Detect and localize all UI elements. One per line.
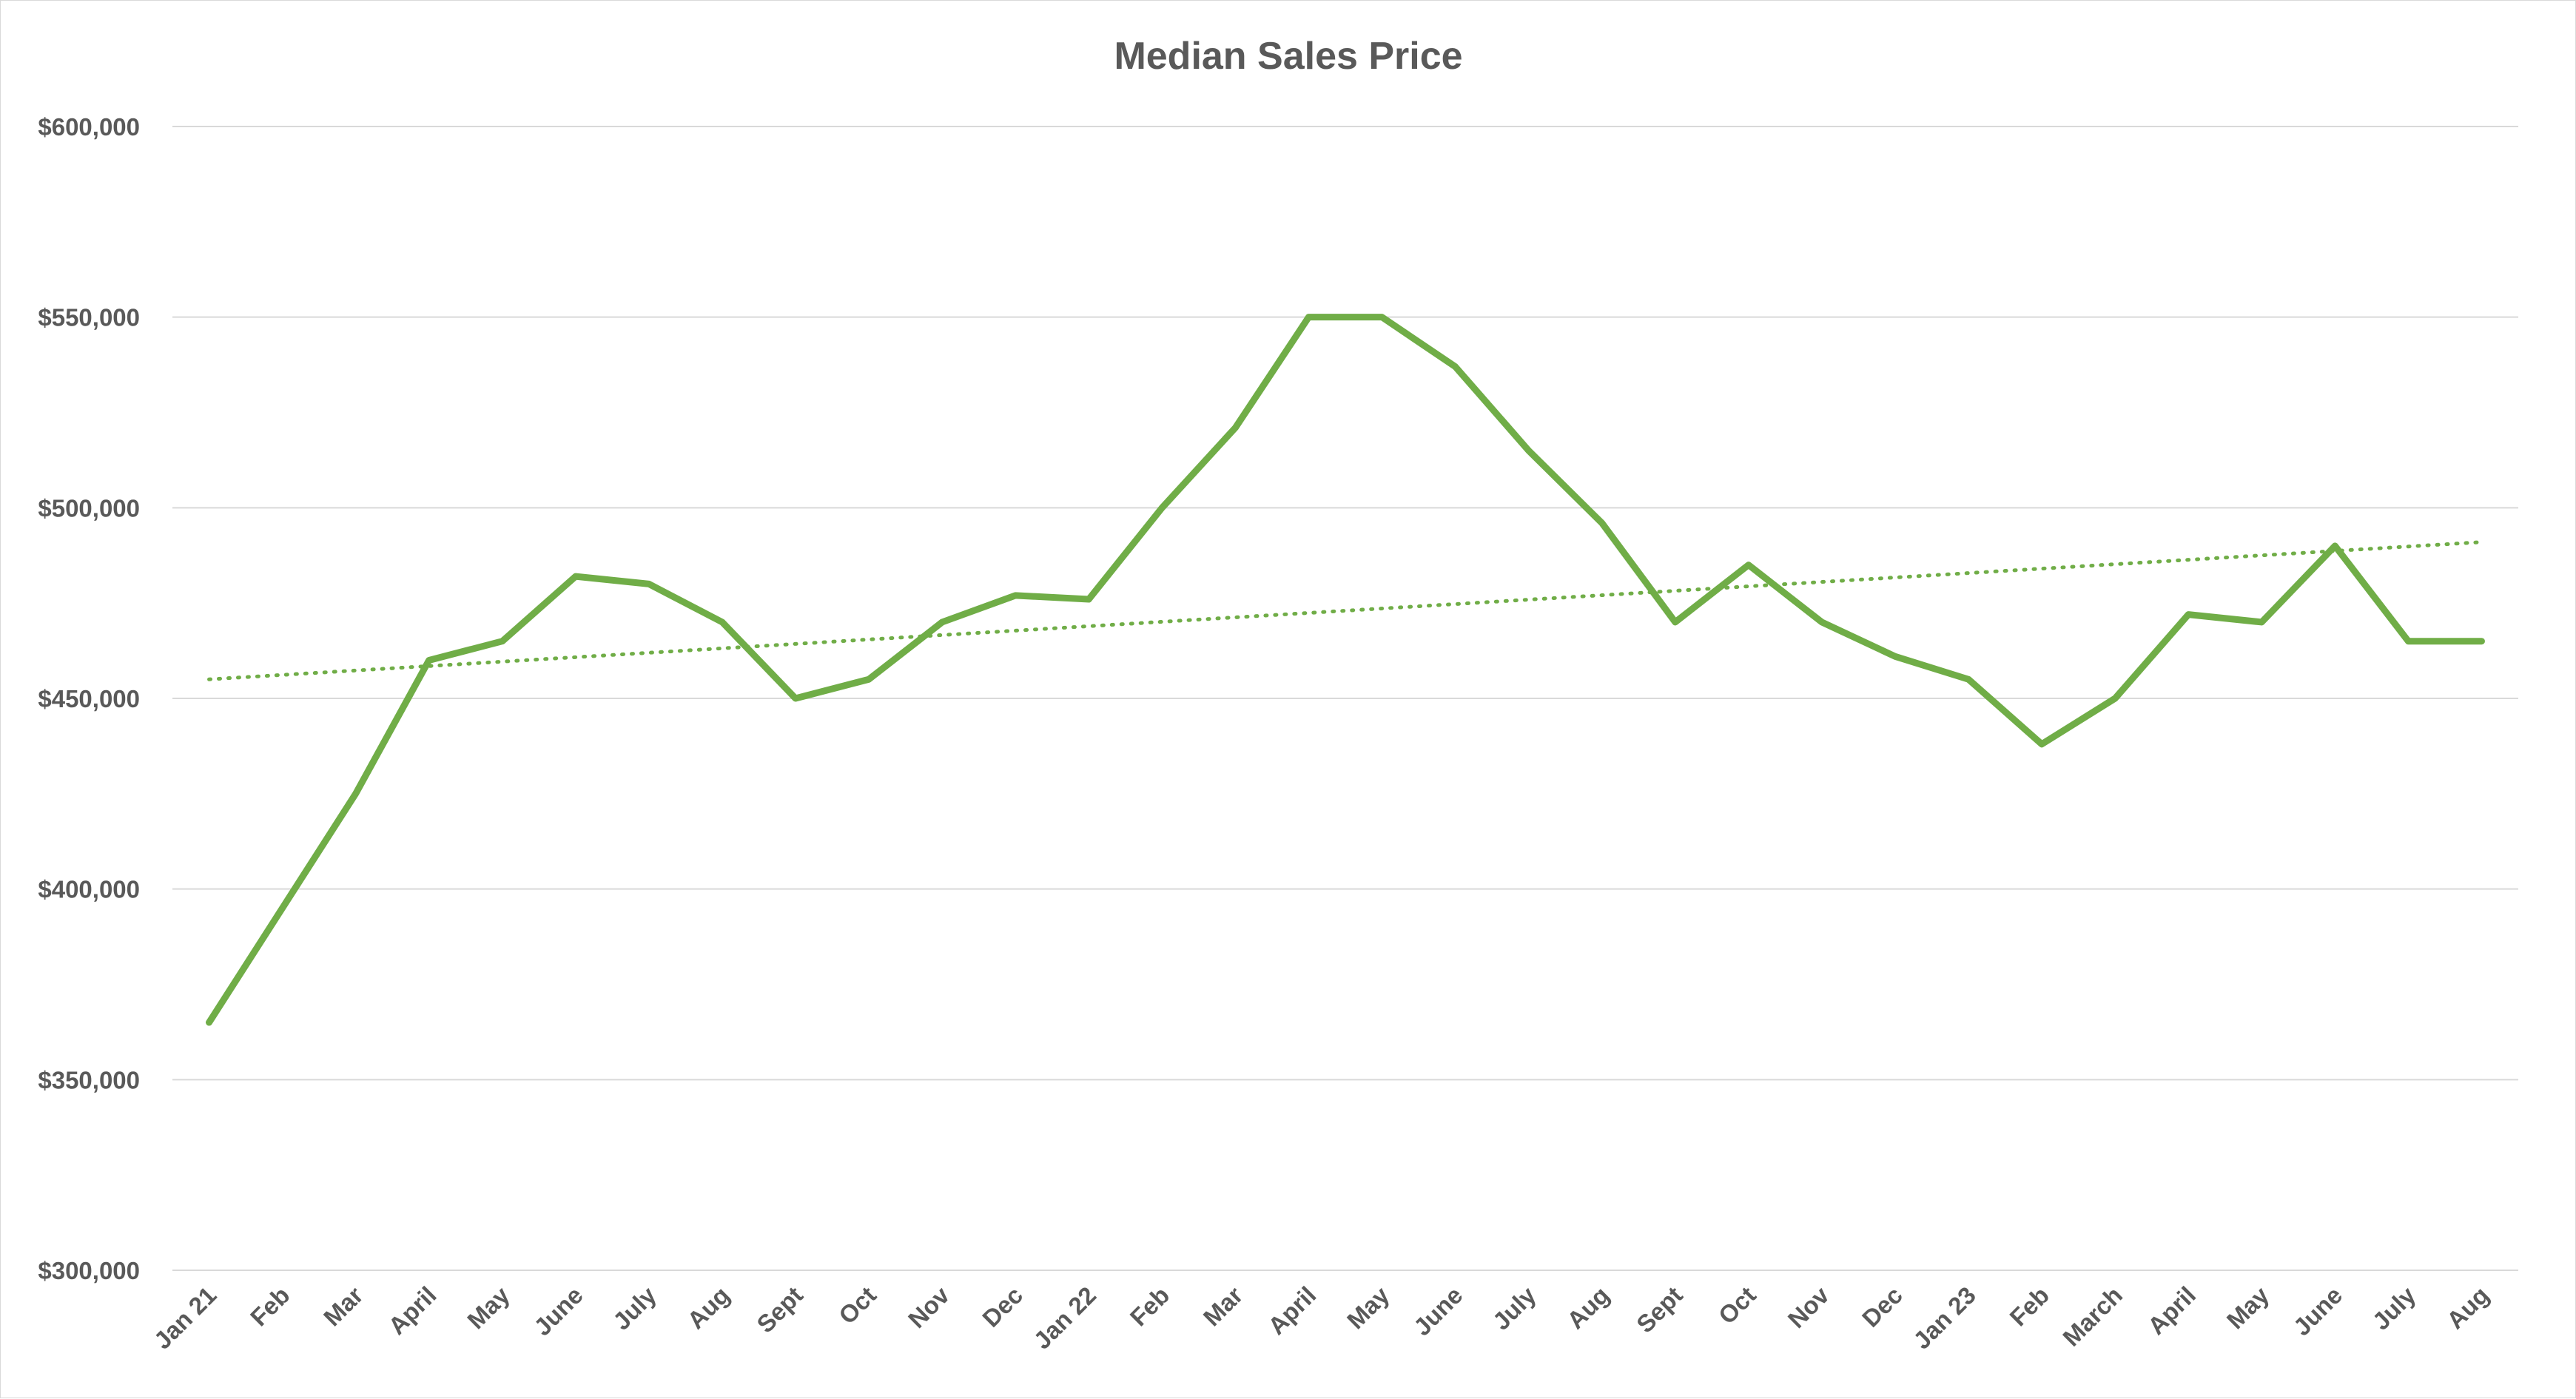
y-tick-label: $400,000 — [38, 876, 140, 903]
x-tick-label: Jan 22 — [1028, 1281, 1101, 1355]
y-tick-label: $450,000 — [38, 685, 140, 712]
x-tick-label: June — [2288, 1281, 2348, 1341]
x-tick-label: Aug — [2441, 1281, 2495, 1335]
x-tick-label: June — [1408, 1281, 1468, 1341]
x-tick-label: May — [2222, 1281, 2275, 1334]
trendline — [207, 540, 2483, 681]
gridlines — [172, 126, 2518, 1271]
x-tick-label: March — [2057, 1281, 2128, 1352]
x-tick-label: April — [2142, 1281, 2201, 1340]
x-tick-label: Feb — [2004, 1281, 2054, 1332]
chart-title: Median Sales Price — [1114, 35, 1462, 78]
x-tick-label: June — [528, 1281, 588, 1341]
y-axis-tick-labels: $300,000 $350,000 $400,000 $450,000 $500,000… — [38, 113, 140, 1284]
x-tick-label: Sept — [751, 1281, 808, 1338]
x-tick-label: Dec — [977, 1281, 1028, 1332]
x-tick-label: Oct — [833, 1281, 881, 1329]
x-tick-label: May — [1342, 1281, 1395, 1334]
x-tick-label: April — [383, 1281, 441, 1340]
y-tick-label: $550,000 — [38, 304, 140, 331]
x-tick-label: Sept — [1631, 1281, 1688, 1338]
x-tick-label: Nov — [903, 1281, 955, 1333]
y-tick-label: $300,000 — [38, 1257, 140, 1284]
x-tick-label: Mar — [1198, 1281, 1248, 1332]
x-tick-label: Feb — [1125, 1281, 1175, 1332]
y-tick-label: $600,000 — [38, 113, 140, 141]
x-axis-tick-labels: Jan 21 Feb Mar April May June July Aug Sept Oct No… — [149, 1281, 2495, 1354]
y-tick-label: $500,000 — [38, 494, 140, 522]
x-tick-label: Jan 21 — [149, 1281, 222, 1355]
x-tick-label: July — [1487, 1281, 1541, 1335]
x-tick-label: Jan 23 — [1908, 1281, 1981, 1355]
x-tick-label: July — [608, 1281, 662, 1335]
x-tick-label: Mar — [318, 1281, 369, 1332]
x-tick-label: May — [462, 1281, 515, 1334]
series-line — [206, 314, 2485, 1026]
x-tick-label: April — [1262, 1281, 1321, 1340]
x-tick-label: Nov — [1783, 1281, 1835, 1333]
x-tick-label: Oct — [1713, 1281, 1761, 1329]
x-tick-label: Dec — [1857, 1281, 1908, 1332]
y-tick-label: $350,000 — [38, 1066, 140, 1093]
x-tick-label: Aug — [1561, 1281, 1615, 1335]
x-tick-label: Feb — [245, 1281, 295, 1332]
x-tick-label: July — [2367, 1281, 2421, 1335]
x-tick-label: Aug — [682, 1281, 735, 1335]
